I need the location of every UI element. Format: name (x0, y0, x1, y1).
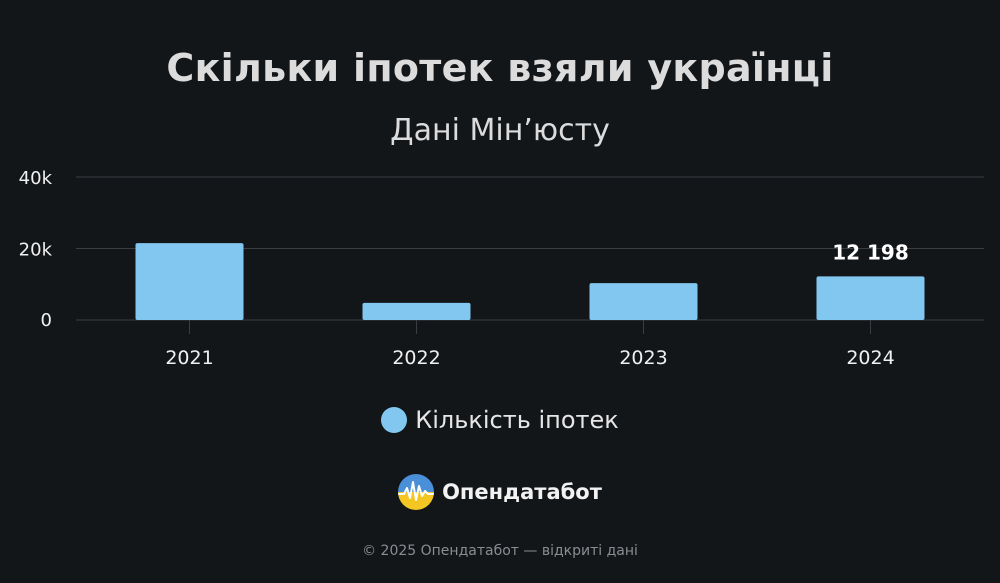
bar-2021[interactable] (135, 243, 244, 320)
legend-label: Кількість іпотек (415, 406, 619, 434)
bar-2024[interactable] (816, 276, 925, 320)
y-tick-label: 20k (19, 240, 53, 261)
chart-title: Скільки іпотек взяли українці (166, 46, 834, 90)
bar-2023[interactable] (589, 283, 698, 320)
footer-copyright: © 2025 Опендатабот — відкриті дані (362, 543, 638, 559)
bars (135, 243, 925, 320)
x-tick-label: 2024 (846, 347, 894, 369)
x-tick-label: 2022 (392, 347, 440, 369)
data-label: 12 198 (832, 240, 909, 264)
brand: Опендатабот (0, 474, 1000, 510)
legend-swatch (381, 407, 408, 433)
chart-legend[interactable]: Кількість іпотек (0, 406, 1000, 434)
x-tick-label: 2021 (165, 347, 213, 369)
x-tick-label: 2023 (619, 347, 667, 369)
bar-chart: 0 20k 40k 2021 2022 2023 2024 12 198 (19, 168, 984, 369)
labels: 0 20k 40k 2021 2022 2023 2024 12 198 (19, 168, 909, 369)
brand-name: Опендатабот (442, 480, 602, 504)
chart-subtitle: Дані Мін’юсту (390, 113, 610, 148)
opendatabot-logo-icon (398, 474, 435, 510)
y-tick-label: 0 (41, 310, 52, 331)
bar-2022[interactable] (362, 302, 471, 320)
y-tick-label: 40k (19, 168, 53, 189)
